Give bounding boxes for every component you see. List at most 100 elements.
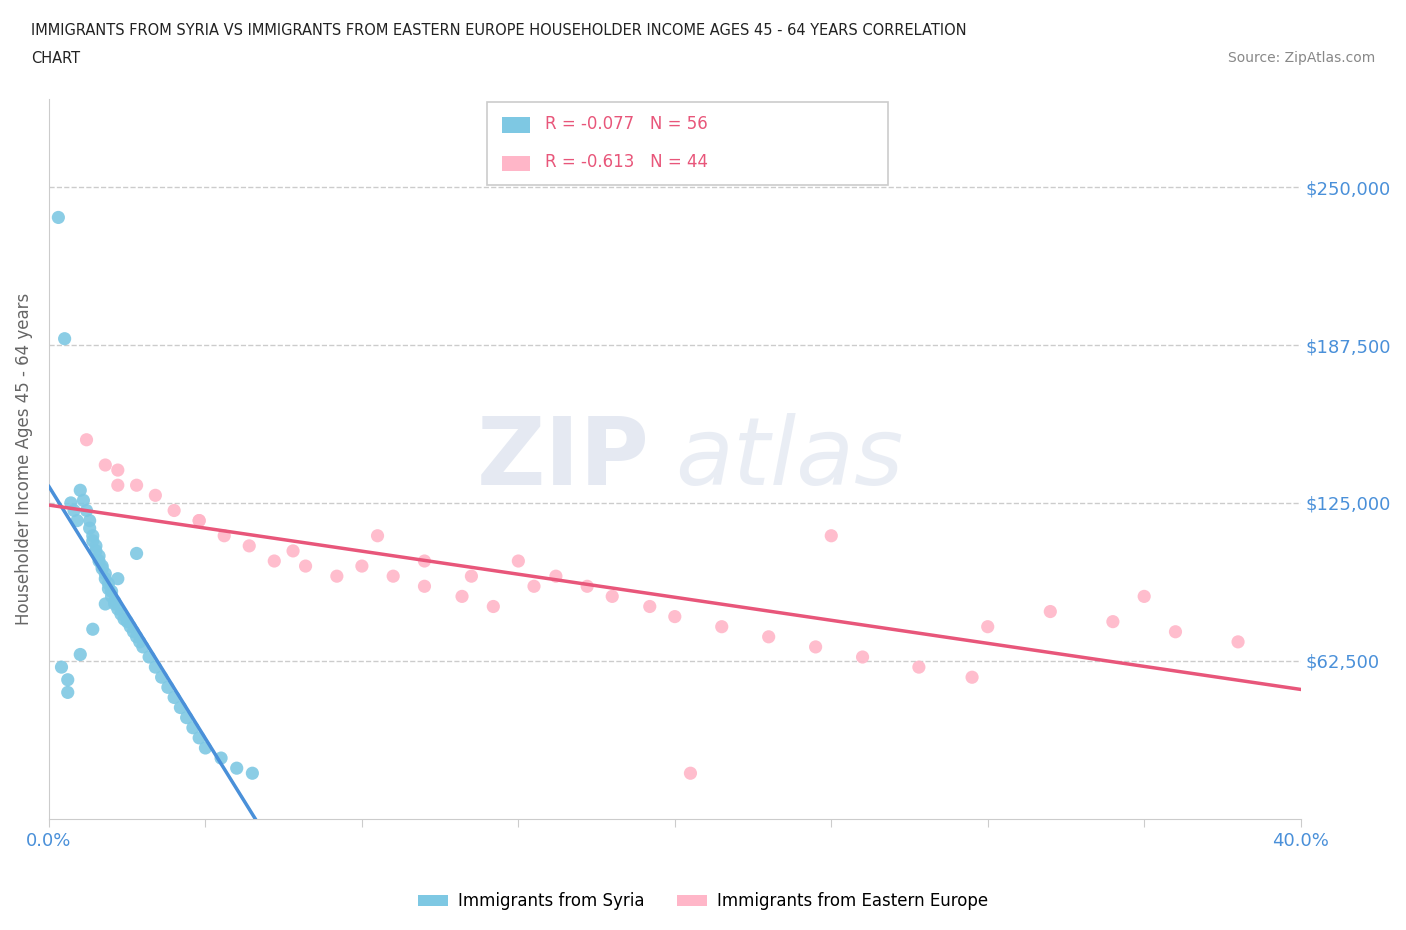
Point [97, 577, 120, 591]
Point [413, 553, 436, 568]
Point [94, 566, 117, 581]
Point [169, 700, 191, 715]
Point [59, 496, 82, 511]
Point [107, 478, 129, 493]
Point [679, 765, 702, 780]
Point [225, 761, 247, 776]
Text: IMMIGRANTS FROM SYRIA VS IMMIGRANTS FROM EASTERN EUROPE HOUSEHOLDER INCOME AGES : IMMIGRANTS FROM SYRIA VS IMMIGRANTS FROM… [31, 23, 966, 38]
Bar [502, 155, 530, 171]
Point [451, 589, 474, 604]
Point [104, 594, 127, 609]
Point [851, 649, 873, 664]
Point [212, 528, 235, 543]
Point [188, 513, 211, 528]
Point [125, 630, 148, 644]
Point [94, 571, 117, 586]
Point [294, 559, 316, 574]
Point [66, 513, 89, 528]
Text: CHART: CHART [31, 51, 80, 66]
Point [82, 528, 104, 543]
Point [1102, 614, 1125, 629]
Point [100, 584, 122, 599]
Point [72, 493, 94, 508]
Point [1164, 624, 1187, 639]
Point [91, 559, 114, 574]
Point [413, 578, 436, 593]
Point [664, 609, 686, 624]
Point [281, 543, 304, 558]
Point [107, 462, 129, 477]
Point [69, 647, 91, 662]
Point [156, 680, 179, 695]
Point [100, 589, 122, 604]
Point [240, 765, 263, 780]
Point [482, 599, 505, 614]
Point [51, 659, 73, 674]
Point [132, 640, 155, 655]
Point [188, 730, 211, 745]
Point [125, 546, 148, 561]
Point [188, 513, 211, 528]
Point [1133, 589, 1156, 604]
Point [94, 458, 117, 472]
Y-axis label: Householder Income Ages 45 - 64 years: Householder Income Ages 45 - 64 years [15, 293, 32, 625]
Point [107, 602, 129, 617]
Point [128, 634, 150, 649]
Point [638, 599, 661, 614]
Point [908, 659, 931, 674]
Point [84, 538, 107, 553]
Point [63, 503, 86, 518]
Point [804, 640, 827, 655]
Point [53, 331, 76, 346]
Text: R = -0.613   N = 44: R = -0.613 N = 44 [544, 153, 707, 171]
Point [238, 538, 260, 553]
Point [181, 721, 204, 736]
Point [79, 521, 101, 536]
Point [76, 503, 98, 518]
Point [69, 483, 91, 498]
Text: Source: ZipAtlas.com: Source: ZipAtlas.com [1227, 51, 1375, 65]
Point [104, 596, 127, 611]
Point [977, 619, 1000, 634]
Point [326, 569, 349, 584]
Point [48, 210, 70, 225]
FancyBboxPatch shape [486, 102, 887, 185]
Point [544, 569, 567, 584]
Point [84, 543, 107, 558]
Point [138, 649, 160, 664]
Point [758, 630, 780, 644]
Point [145, 659, 167, 674]
Point [163, 690, 186, 705]
Point [56, 685, 79, 700]
Point [263, 553, 285, 568]
Point [120, 619, 142, 634]
Point [76, 432, 98, 447]
Bar [502, 117, 530, 133]
Point [145, 488, 167, 503]
Point [600, 589, 623, 604]
Point [176, 711, 198, 725]
Point [91, 561, 114, 576]
Point [97, 581, 120, 596]
Point [194, 740, 217, 755]
Point [82, 534, 104, 549]
Point [508, 553, 530, 568]
Point [87, 549, 110, 564]
Point [209, 751, 232, 765]
Point [82, 622, 104, 637]
Point [115, 614, 138, 629]
Point [367, 528, 389, 543]
Point [163, 503, 186, 518]
Point [960, 670, 983, 684]
Point [94, 596, 117, 611]
Point [350, 559, 373, 574]
Point [576, 578, 599, 593]
Point [125, 478, 148, 493]
Text: atlas: atlas [675, 413, 903, 504]
Point [112, 612, 135, 627]
Point [87, 553, 110, 568]
Legend: Immigrants from Syria, Immigrants from Eastern Europe: Immigrants from Syria, Immigrants from E… [411, 885, 995, 917]
Point [56, 672, 79, 687]
Text: ZIP: ZIP [477, 413, 650, 505]
Point [150, 670, 173, 684]
